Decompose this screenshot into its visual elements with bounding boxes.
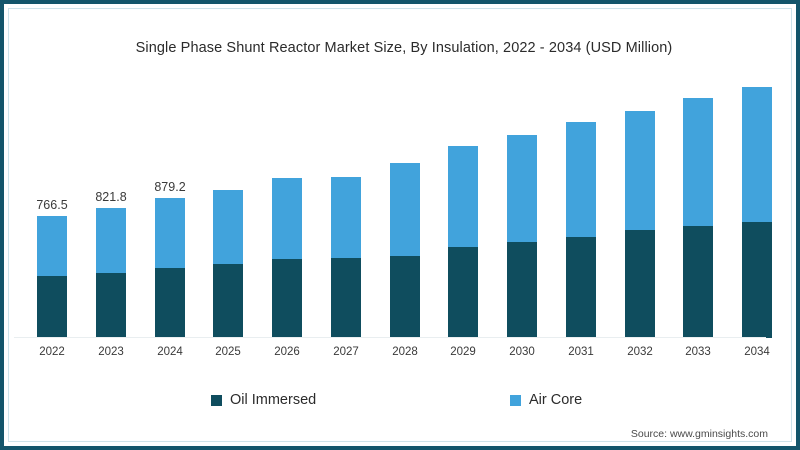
- bar-value-label-2022: 766.5: [36, 198, 68, 213]
- bar-stack-2034[interactable]: [742, 86, 772, 338]
- bar-segment-air-core-2025[interactable]: [213, 190, 243, 264]
- legend-label-air-core: Air Core: [529, 392, 583, 408]
- bar-segment-air-core-2029[interactable]: [448, 146, 478, 247]
- bar-stack-2025[interactable]: [213, 190, 243, 338]
- bar-segment-oil-immersed-2028[interactable]: [390, 255, 420, 338]
- bar-stack-2022[interactable]: 766.5: [36, 198, 68, 338]
- x-axis-line: [14, 337, 766, 338]
- x-tick-2029: 2029: [450, 346, 476, 358]
- legend-swatch-air-core: [510, 394, 521, 406]
- x-tick-2027: 2027: [333, 346, 359, 358]
- bar-segment-air-core-2032[interactable]: [625, 110, 655, 230]
- x-tick-2028: 2028: [392, 346, 418, 358]
- bar-segment-air-core-2027[interactable]: [331, 176, 361, 258]
- x-axis-tick-labels: 2022 2023 2024 2025 2026 2027 2028 2029 2030 2031…: [37, 346, 772, 366]
- bar-stack-2029[interactable]: [448, 146, 478, 338]
- x-tick-2022: 2022: [39, 346, 65, 358]
- bar-segment-oil-immersed-2025[interactable]: [213, 263, 243, 338]
- bar-segment-air-core-2028[interactable]: [390, 163, 420, 256]
- plot-area: 766.5 821.8 879.2: [36, 84, 772, 338]
- bar-segment-oil-immersed-2031[interactable]: [566, 236, 596, 338]
- bar-segment-air-core-2026[interactable]: [272, 178, 302, 260]
- x-tick-2026: 2026: [274, 346, 300, 358]
- x-tick-2025: 2025: [215, 346, 241, 358]
- x-tick-2030: 2030: [509, 346, 535, 358]
- bar-segment-oil-immersed-2023[interactable]: [96, 272, 126, 338]
- legend-swatch-oil-immersed: [211, 394, 222, 406]
- bar-segment-air-core-2022[interactable]: [37, 216, 67, 276]
- legend-label-oil-immersed: Oil Immersed: [230, 392, 317, 408]
- x-tick-2034: 2034: [744, 346, 770, 358]
- x-tick-2024: 2024: [157, 346, 183, 358]
- bar-segment-oil-immersed-2030[interactable]: [507, 242, 537, 338]
- x-tick-2023: 2023: [98, 346, 124, 358]
- bar-value-label-2023: 821.8: [95, 189, 127, 204]
- chart-legend: Oil Immersed Air Core: [4, 392, 796, 414]
- bar-segment-oil-immersed-2027[interactable]: [331, 258, 361, 338]
- bar-segment-air-core-2030[interactable]: [507, 135, 537, 243]
- x-tick-2033: 2033: [685, 346, 711, 358]
- bar-segment-oil-immersed-2022[interactable]: [37, 275, 67, 338]
- bar-value-label-2024: 879.2: [154, 180, 186, 195]
- bar-segment-oil-immersed-2034[interactable]: [742, 221, 772, 338]
- x-tick-2032: 2032: [627, 346, 653, 358]
- bar-segment-air-core-2024[interactable]: [155, 198, 185, 269]
- bar-segment-oil-immersed-2033[interactable]: [683, 226, 713, 338]
- legend-item-air-core[interactable]: Air Core: [510, 392, 582, 408]
- bar-stack-2026[interactable]: [272, 178, 302, 338]
- bar-stack-2030[interactable]: [507, 135, 537, 338]
- bar-segment-oil-immersed-2029[interactable]: [448, 246, 478, 338]
- bar-segment-air-core-2034[interactable]: [742, 86, 772, 222]
- bar-segment-oil-immersed-2026[interactable]: [272, 259, 302, 338]
- bar-stack-2031[interactable]: [566, 121, 596, 338]
- bar-stack-2033[interactable]: [683, 97, 713, 338]
- bar-segment-air-core-2033[interactable]: [683, 97, 713, 227]
- bar-stack-2027[interactable]: [331, 176, 361, 338]
- source-attribution: Source: www.gminsights.com: [630, 428, 768, 440]
- bar-stack-2024[interactable]: 879.2: [154, 180, 186, 338]
- bar-stack-2023[interactable]: 821.8: [95, 190, 127, 338]
- bar-stack-2028[interactable]: [390, 163, 420, 338]
- bar-stack-2032[interactable]: [625, 110, 655, 338]
- bar-segment-air-core-2031[interactable]: [566, 121, 596, 237]
- legend-item-oil-immersed[interactable]: Oil Immersed: [211, 392, 316, 408]
- x-tick-2031: 2031: [568, 346, 594, 358]
- chart-title: Single Phase Shunt Reactor Market Size, …: [135, 40, 673, 56]
- bar-segment-air-core-2023[interactable]: [96, 207, 126, 273]
- bar-segment-oil-immersed-2032[interactable]: [625, 229, 655, 338]
- bar-segment-oil-immersed-2024[interactable]: [155, 268, 185, 338]
